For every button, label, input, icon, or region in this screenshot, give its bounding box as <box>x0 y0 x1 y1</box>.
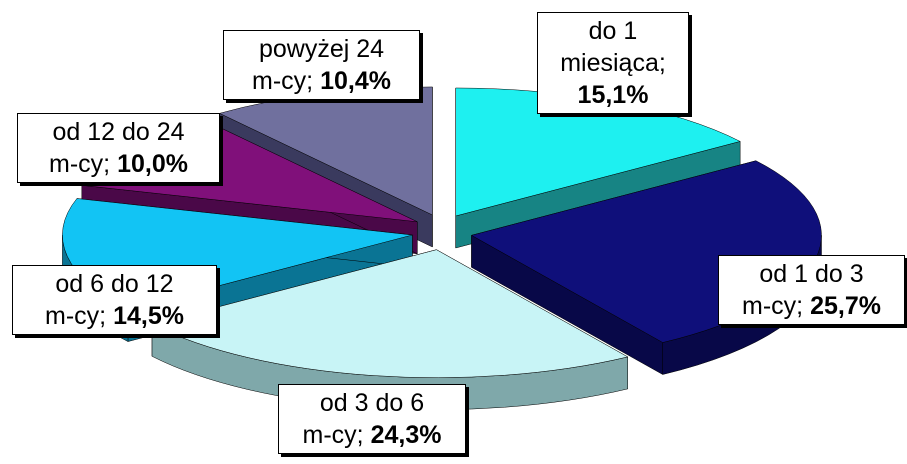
label-line2-wrap: m-cy; 14,5% <box>23 300 206 332</box>
label-line1: od 3 do 6 <box>319 389 425 417</box>
label-powyzej-24: powyżej 24 m-cy; 10,4% <box>223 30 420 100</box>
label-od-6-do-12: od 6 do 12 m-cy; 14,5% <box>12 265 217 335</box>
label-line2: m-cy; <box>742 292 804 320</box>
label-value: 10,0% <box>117 150 188 178</box>
label-value: 14,5% <box>113 302 184 330</box>
label-line1: od 6 do 12 <box>55 270 174 298</box>
label-line1: od 1 do 3 <box>759 260 864 288</box>
label-line2: m-cy; <box>45 302 107 330</box>
label-value: 15,1% <box>577 81 649 109</box>
label-line2: m-cy; <box>49 150 111 178</box>
label-line1: do 1 <box>588 17 638 45</box>
label-do-1-miesiaca: do 1 miesiąca; 15,1% <box>537 12 689 114</box>
label-line2-wrap: m-cy; 24,3% <box>289 419 455 451</box>
label-value: 25,7% <box>810 292 881 320</box>
label-line2-wrap: m-cy; 10,0% <box>28 148 209 180</box>
slice-2-top <box>151 249 629 378</box>
label-od-12-do-24: od 12 do 24 m-cy; 10,0% <box>17 113 220 183</box>
label-line2: miesiąca; <box>560 49 666 77</box>
label-od-3-do-6: od 3 do 6 m-cy; 24,3% <box>278 384 466 454</box>
label-od-1-do-3: od 1 do 3 m-cy; 25,7% <box>718 255 905 325</box>
label-value: 10,4% <box>320 67 391 95</box>
label-line2-wrap: m-cy; 25,7% <box>729 290 894 322</box>
label-line1: powyżej 24 <box>258 35 385 63</box>
label-line2-wrap: m-cy; 10,4% <box>234 65 409 97</box>
label-line2: m-cy; <box>302 421 364 449</box>
label-value: 24,3% <box>370 421 442 449</box>
label-line2: m-cy; <box>252 67 314 95</box>
label-line1: od 12 do 24 <box>52 118 185 146</box>
